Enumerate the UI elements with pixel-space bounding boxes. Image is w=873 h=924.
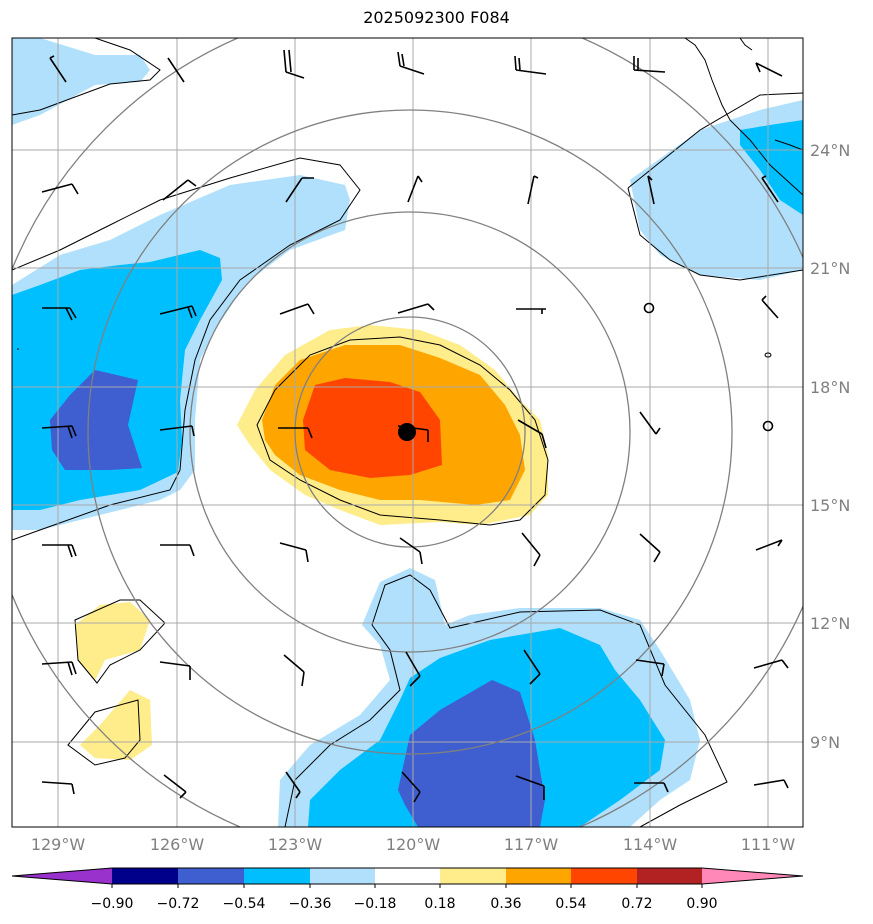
wind-barb	[159, 305, 197, 319]
wind-barb	[399, 537, 423, 565]
range-rings	[12, 38, 803, 827]
red-anomaly-fill	[303, 378, 442, 478]
lat-label: 15°N	[810, 496, 850, 515]
wind-barb	[761, 175, 779, 203]
wind-barb-calm	[643, 302, 655, 314]
wind-barb	[283, 49, 305, 79]
wind-barb	[159, 661, 191, 680]
colorbar-segment	[440, 868, 506, 884]
wind-barb	[285, 771, 301, 799]
wind-barb	[283, 654, 305, 687]
colorbar-tick-label: −0.18	[354, 896, 397, 912]
colorbar-segment	[112, 868, 178, 884]
lat-label: 21°N	[810, 259, 850, 278]
wind-barb	[279, 303, 315, 315]
lat-label: 18°N	[810, 378, 850, 397]
lat-label: 9°N	[810, 733, 840, 752]
wind-barb	[160, 544, 195, 557]
wind-barb	[639, 411, 661, 435]
longitude-labels: 129°W 126°W 123°W 120°W 117°W 114°W 111°…	[31, 835, 796, 854]
colorbar-tick-label: 0.90	[686, 896, 717, 912]
wind-barb	[42, 544, 77, 558]
colorbar-segment	[637, 868, 702, 884]
wind-barb	[755, 62, 783, 77]
lon-label: 129°W	[31, 835, 86, 854]
wind-barb	[42, 307, 77, 321]
map-plot	[12, 38, 803, 827]
colorbar-tick-label: 0.72	[621, 896, 652, 912]
latitude-labels: 24°N 21°N 18°N 15°N 12°N 9°N	[810, 141, 850, 752]
colorbar-segment	[571, 868, 637, 884]
colorbar-tick-label: 0.54	[555, 896, 586, 912]
lat-label: 12°N	[810, 614, 850, 633]
lon-label: 126°W	[150, 835, 205, 854]
wind-barb	[515, 775, 545, 800]
wind-barb	[633, 56, 666, 73]
wind-barb	[527, 175, 539, 205]
colorbar-tick-label: −0.72	[157, 896, 200, 912]
colorbar-tick-label: −0.54	[223, 896, 266, 912]
wind-barb	[639, 533, 661, 563]
colorbar-segment	[506, 868, 571, 884]
wind-barb	[634, 782, 669, 793]
wind-barb-calm	[762, 420, 774, 432]
wind-barb	[162, 179, 197, 201]
wind-barb	[159, 425, 195, 437]
colorbar-tick-label: 0.18	[424, 896, 455, 912]
wind-barb	[41, 425, 77, 439]
wind-barb	[397, 303, 435, 314]
wind-barb	[278, 427, 313, 439]
wind-barb	[405, 651, 421, 687]
wind-barb	[407, 175, 423, 203]
wind-barb	[279, 542, 309, 563]
lon-label: 111°W	[741, 835, 796, 854]
colorbar-tick-label: −0.90	[91, 896, 134, 912]
wind-barb	[647, 175, 655, 205]
lon-label: 117°W	[504, 835, 559, 854]
colorbar-segment	[310, 868, 375, 884]
wind-barb	[401, 771, 421, 803]
contour-lines	[12, 38, 803, 827]
colorbar: −0.90 −0.72 −0.54 −0.36 −0.18 0.18 0.36 …	[11, 867, 804, 912]
lon-label: 114°W	[623, 835, 678, 854]
wind-barb	[755, 539, 783, 551]
wind-barb	[753, 659, 789, 669]
colorbar-segment	[375, 868, 440, 884]
wind-barb	[517, 419, 547, 449]
colorbar-segment	[12, 868, 112, 884]
colorbar-segment	[244, 868, 310, 884]
colorbar-segment	[178, 868, 244, 884]
wind-barb	[41, 781, 75, 795]
lon-label: 120°W	[386, 835, 441, 854]
wind-barb	[753, 779, 789, 789]
map-title: 2025092300 F084	[363, 8, 510, 27]
lat-label: 24°N	[810, 141, 850, 160]
wind-barbs	[41, 49, 789, 803]
wind-barb	[516, 308, 546, 314]
wind-barb	[523, 649, 541, 685]
wind-barb	[635, 659, 665, 677]
lon-label: 123°W	[268, 835, 323, 854]
wind-barb	[41, 183, 79, 195]
wind-barb	[49, 55, 67, 83]
wind-barb	[397, 51, 425, 75]
colorbar-segment	[702, 868, 803, 884]
colorbar-tick-label: −0.36	[289, 896, 332, 912]
wind-barb	[521, 532, 541, 567]
wind-barb	[285, 177, 314, 203]
wind-barb	[761, 295, 779, 319]
dark-blue-anomaly-fills	[50, 370, 545, 827]
wind-barb	[167, 57, 185, 83]
wind-barb	[163, 774, 187, 799]
wind-barb	[41, 661, 77, 676]
small-islands	[17, 348, 772, 358]
colorbar-tick-label: 0.36	[490, 896, 521, 912]
storm-center-marker	[398, 423, 416, 441]
map-frame	[11, 37, 804, 828]
wind-barb	[514, 55, 547, 75]
